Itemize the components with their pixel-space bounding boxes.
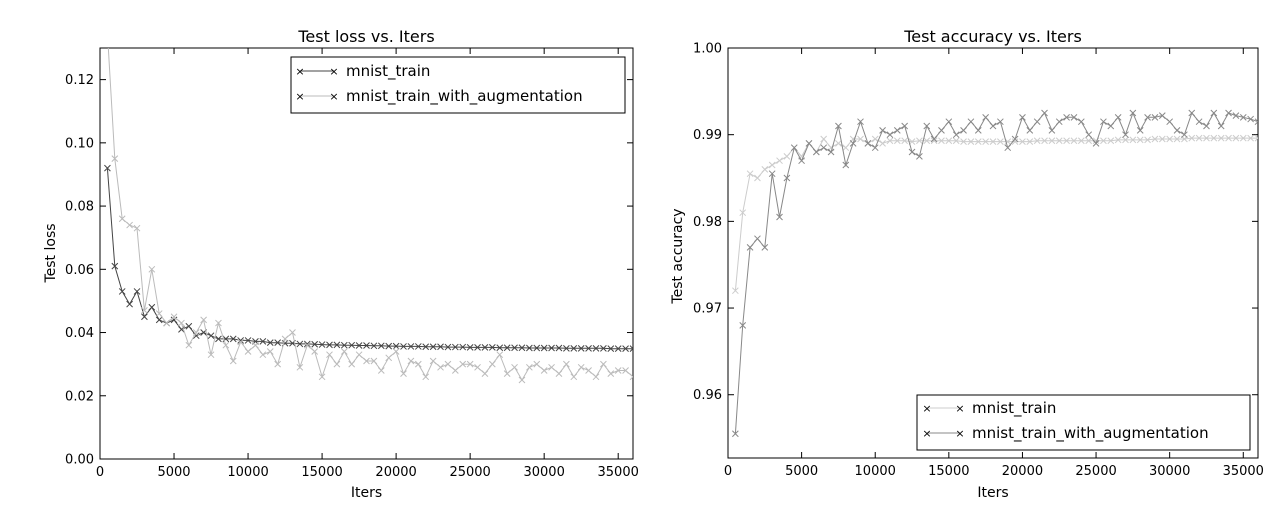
accuracy-chart-title: Test accuracy vs. Iters — [903, 27, 1082, 46]
loss-data-point — [104, 29, 110, 35]
accuracy-x-tick-label: 20000 — [1002, 464, 1043, 479]
loss-y-tick-label: 0.12 — [65, 73, 94, 88]
accuracy-x-tick-label: 25000 — [1075, 464, 1116, 479]
loss-legend-label-augmentation: mnist_train_with_augmentation — [346, 87, 583, 106]
loss-y-tick-label: 0.10 — [65, 136, 94, 151]
accuracy-y-tick-label: 1.00 — [693, 42, 722, 57]
loss-legend-marker-augmentation-end: × — [329, 90, 338, 103]
accuracy-legend-marker-augmentation: × — [922, 427, 931, 440]
accuracy-legend: × × mnist_train × × mnist_train_with_aug… — [917, 395, 1250, 450]
accuracy-x-axis-label: Iters — [977, 485, 1008, 501]
accuracy-x-tick-label: 10000 — [855, 464, 896, 479]
accuracy-chart: Test accuracy vs. Iters Iters Test accur… — [670, 27, 1264, 501]
loss-x-tick-label: 35000 — [598, 465, 639, 480]
loss-x-tick-label: 30000 — [523, 465, 564, 480]
accuracy-x-tick-label: 35000 — [1223, 464, 1264, 479]
loss-legend: × × mnist_train × × mnist_train_with_aug… — [291, 57, 625, 113]
accuracy-y-tick-label: 0.98 — [693, 215, 722, 230]
loss-y-tick-label: 0.08 — [65, 200, 94, 215]
loss-x-tick-label: 10000 — [227, 465, 268, 480]
loss-x-tick-label: 5000 — [157, 465, 190, 480]
accuracy-legend-marker-mnist-train: × — [922, 402, 931, 415]
accuracy-x-tick-label: 15000 — [928, 464, 969, 479]
loss-chart: Test loss vs. Iters Iters Test loss 0 500… — [43, 27, 639, 501]
loss-x-tick-label: 15000 — [301, 465, 342, 480]
loss-y-tick-label: 0.00 — [65, 453, 94, 468]
accuracy-y-tick-label: 0.97 — [693, 302, 722, 317]
loss-x-axis-label: Iters — [351, 485, 382, 501]
loss-chart-title: Test loss vs. Iters — [297, 27, 434, 46]
loss-y-tick-label: 0.04 — [65, 326, 94, 341]
loss-legend-marker-mnist-train-end: × — [329, 65, 338, 78]
accuracy-x-tick-label: 5000 — [785, 464, 818, 479]
accuracy-legend-marker-augmentation-end: × — [955, 427, 964, 440]
loss-x-tick-label: 25000 — [449, 465, 490, 480]
loss-x-tick-label: 0 — [96, 465, 104, 480]
loss-y-tick-label: 0.02 — [65, 389, 94, 404]
accuracy-x-tick-label: 0 — [724, 464, 732, 479]
accuracy-y-axis-label: Test accuracy — [670, 208, 686, 304]
accuracy-y-tick-label: 0.99 — [693, 128, 722, 143]
accuracy-y-tick-label: 0.96 — [693, 388, 722, 403]
loss-legend-marker-mnist-train: × — [295, 65, 304, 78]
loss-y-axis-label: Test loss — [43, 223, 59, 283]
loss-legend-marker-augmentation: × — [295, 90, 304, 103]
loss-legend-label-mnist-train: mnist_train — [346, 62, 430, 81]
accuracy-legend-label-augmentation: mnist_train_with_augmentation — [972, 424, 1209, 443]
accuracy-legend-marker-mnist-train-end: × — [955, 402, 964, 415]
loss-x-tick-label: 20000 — [375, 465, 416, 480]
accuracy-x-tick-label: 30000 — [1149, 464, 1190, 479]
loss-y-tick-label: 0.06 — [65, 263, 94, 278]
accuracy-legend-label-mnist-train: mnist_train — [972, 399, 1056, 418]
